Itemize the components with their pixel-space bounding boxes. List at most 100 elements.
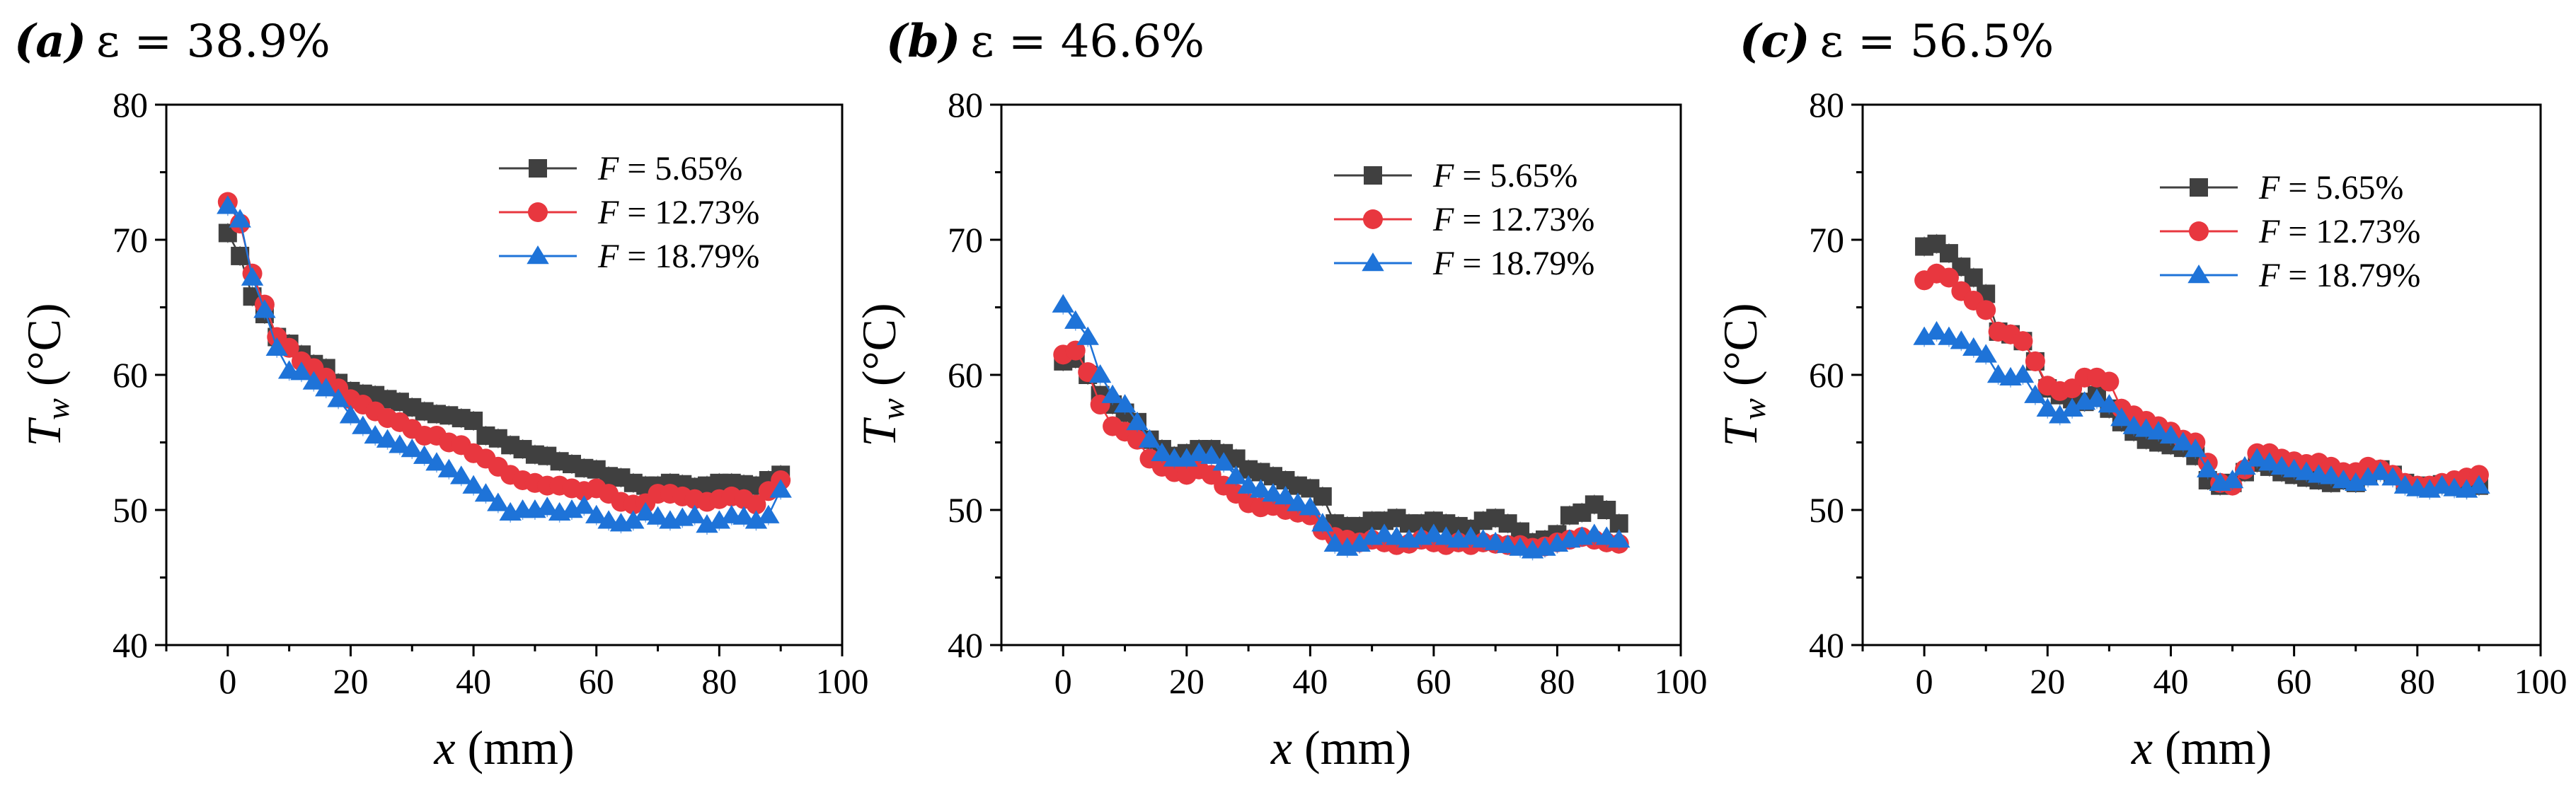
data-point — [1200, 445, 1223, 464]
x-tick-label: 20 — [2030, 661, 2065, 701]
data-point — [2025, 351, 2045, 371]
panel-letter: (a) — [14, 15, 86, 68]
data-point — [597, 510, 620, 529]
legend-variable: F — [597, 238, 619, 275]
data-point — [1311, 513, 1334, 532]
data-point — [315, 378, 338, 397]
data-point — [2086, 388, 2108, 407]
data-point — [1237, 475, 1260, 494]
chart-panel-1: (a) ε = 38.9% 0 20 40 60 80 100 40 50 60 70 80 x (mm)… — [14, 15, 869, 774]
x-tick-label: 100 — [1655, 661, 1708, 701]
data-point — [2332, 470, 2355, 489]
legend-variable: F — [2258, 169, 2280, 207]
x-tick-label: 20 — [333, 661, 368, 701]
data-point — [265, 337, 288, 356]
data-point — [2233, 455, 2256, 475]
series-square — [218, 223, 790, 497]
data-point — [401, 439, 423, 458]
y-tick-label: 80 — [1809, 85, 1844, 124]
legend-label: F = 12.73% — [2258, 213, 2420, 250]
data-point — [1076, 326, 1099, 345]
data-point — [2134, 418, 2158, 437]
data-point — [1262, 483, 1284, 502]
data-point — [462, 475, 485, 494]
data-point — [1274, 485, 1297, 505]
legend-label: F = 12.73% — [1432, 201, 1594, 238]
data-point — [376, 429, 399, 448]
data-point — [2147, 421, 2170, 440]
legend: F = 5.65% F = 12.73% F = 18.79% — [2160, 169, 2420, 294]
y-axis-unit: (°C) — [17, 303, 71, 398]
data-point — [2184, 439, 2207, 458]
panel-title: (a) ε = 38.9% — [14, 15, 330, 68]
y-tick-label: 40 — [113, 625, 148, 665]
y-tick-label: 80 — [113, 85, 148, 124]
data-point — [708, 510, 731, 529]
x-tick-label: 0 — [219, 661, 236, 701]
data-point — [1064, 310, 1087, 329]
x-axis-unit: (mm) — [2153, 721, 2272, 774]
y-axis-variable: T — [17, 417, 71, 447]
data-point — [253, 299, 276, 318]
y-tick-label: 40 — [948, 625, 983, 665]
data-point — [2357, 467, 2379, 486]
data-point — [2099, 371, 2120, 392]
data-point — [1101, 384, 1124, 403]
data-point — [425, 452, 448, 471]
data-point — [1188, 442, 1210, 461]
y-axis-title: Tw (°C) — [1713, 303, 1772, 446]
data-point — [389, 434, 411, 453]
series-triangle — [1052, 294, 1631, 561]
data-point — [746, 494, 766, 515]
chart-panel-2: (b) ε = 46.6% 0 20 40 60 80 100 40 50 60 70 80 x (mm)… — [852, 15, 1708, 774]
legend-label: F = 18.79% — [2258, 257, 2420, 294]
data-point — [1052, 294, 1074, 313]
data-point — [1938, 267, 1959, 288]
data-point — [1434, 526, 1458, 545]
data-point — [2061, 398, 2083, 417]
data-point — [2122, 415, 2145, 434]
data-point — [2197, 458, 2219, 477]
data-point — [1138, 429, 1161, 448]
x-tick-label: 40 — [1292, 661, 1328, 701]
x-tick-label: 80 — [1539, 661, 1575, 701]
data-point — [2320, 465, 2342, 484]
data-point — [352, 415, 374, 434]
legend-value: = 12.73% — [2279, 213, 2420, 250]
legend-value: = 5.65% — [2279, 169, 2403, 207]
x-tick-label: 60 — [579, 661, 614, 701]
data-point — [2381, 467, 2404, 486]
data-point — [1459, 526, 1482, 545]
series-triangle — [217, 195, 792, 535]
data-point — [1212, 452, 1235, 471]
legend-label: F = 12.73% — [597, 194, 759, 231]
x-tick-label: 0 — [1916, 661, 1933, 701]
data-point — [1065, 340, 1086, 361]
y-axis-unit: (°C) — [1713, 303, 1767, 398]
legend-value: = 18.79% — [1454, 245, 1594, 282]
data-point — [1962, 337, 1985, 356]
y-axis-unit: (°C) — [852, 303, 906, 398]
data-point — [217, 195, 239, 214]
x-tick-label: 60 — [2277, 661, 2312, 701]
data-point — [302, 371, 326, 390]
data-point — [2345, 472, 2367, 492]
data-point — [1385, 526, 1408, 545]
legend-marker — [1362, 253, 1384, 272]
data-point — [2282, 458, 2306, 477]
legend-marker — [527, 245, 549, 265]
y-tick-label: 50 — [1809, 490, 1844, 530]
data-point — [536, 497, 558, 516]
data-point — [1113, 394, 1137, 413]
x-tick-label: 40 — [2153, 661, 2188, 701]
data-point — [1175, 448, 1198, 467]
data-point — [1925, 320, 1948, 340]
data-point — [1484, 531, 1507, 551]
data-point — [1323, 533, 1346, 552]
legend-variable: F — [1432, 157, 1454, 195]
data-point — [2221, 470, 2244, 489]
legend-label: F = 18.79% — [1432, 245, 1594, 282]
data-point — [474, 483, 498, 502]
y-axis-variable: T — [1713, 417, 1767, 447]
